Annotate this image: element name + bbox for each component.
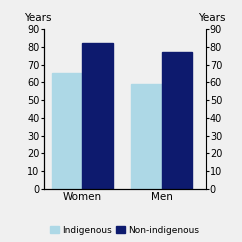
Bar xyxy=(162,52,192,189)
Text: Years: Years xyxy=(24,13,52,23)
Bar xyxy=(131,84,162,189)
Legend: Indigenous, Non-indigenous: Indigenous, Non-indigenous xyxy=(47,222,203,238)
Bar xyxy=(83,43,113,189)
Bar xyxy=(52,73,83,189)
Text: Years: Years xyxy=(198,13,225,23)
